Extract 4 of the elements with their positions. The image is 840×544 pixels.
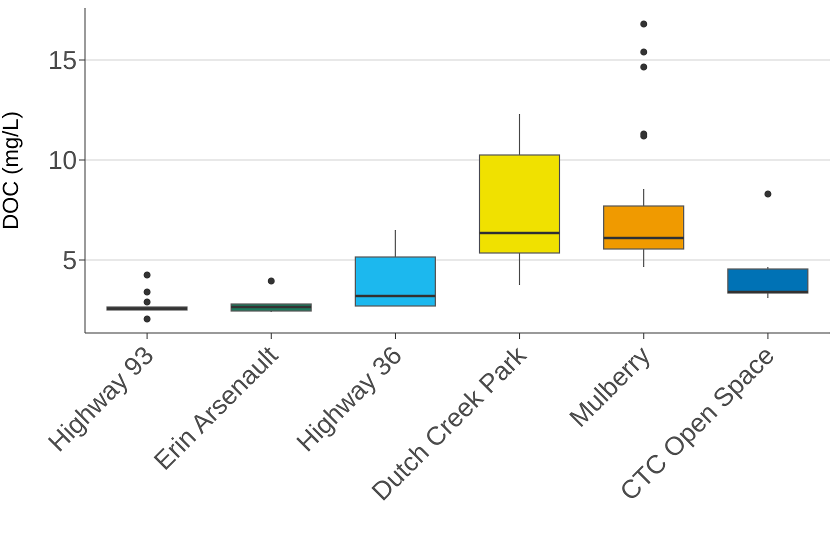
y-axis-title: DOC (mg/L) — [0, 111, 23, 230]
y-tick-label: 10 — [48, 145, 77, 176]
y-tick-label: 5 — [62, 245, 77, 276]
y-tick-label: 15 — [48, 45, 77, 76]
